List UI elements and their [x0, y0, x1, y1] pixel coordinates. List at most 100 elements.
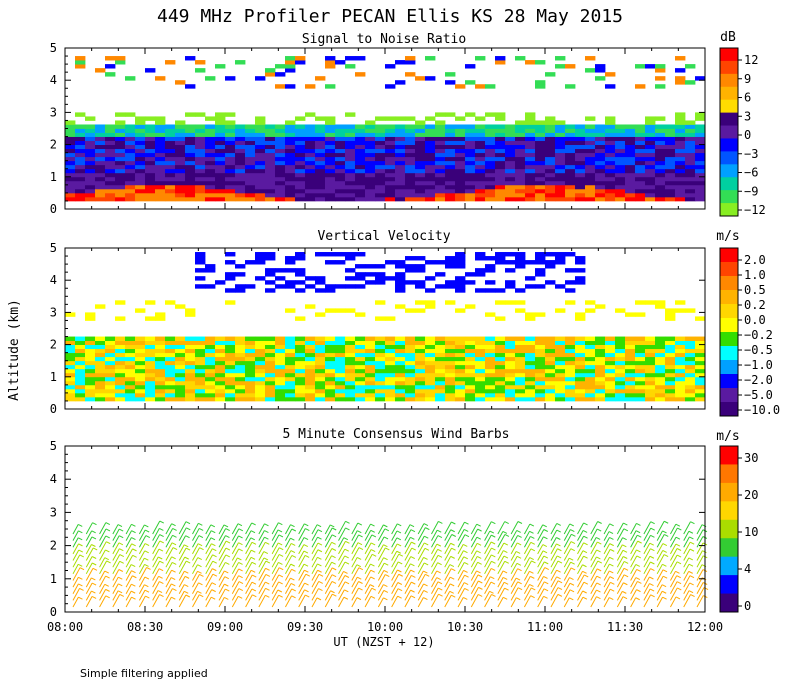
- vv-cell: [135, 376, 146, 382]
- snr-cell: [255, 152, 266, 158]
- vv-cell: [75, 360, 86, 366]
- vv-cell: [455, 344, 466, 350]
- snr-cell: [495, 176, 506, 182]
- wind-barb-flag: [131, 583, 136, 587]
- colorbar-segment: [720, 318, 738, 333]
- snr-cell: [505, 180, 516, 186]
- wind-barb-flag: [105, 595, 110, 599]
- vv-cell: [145, 316, 156, 321]
- wind-barb-flag: [278, 522, 283, 526]
- snr-cell: [75, 160, 86, 166]
- wind-barb-flag: [305, 573, 311, 577]
- vv-cell: [585, 364, 596, 370]
- vv-cell: [585, 356, 596, 362]
- vv-cell: [275, 380, 286, 386]
- wind-barb-flag: [357, 542, 363, 546]
- vv-cell: [115, 336, 126, 341]
- vv-cell: [485, 356, 496, 362]
- vv-cell: [665, 396, 676, 402]
- wind-barb: [590, 521, 599, 535]
- snr-cell: [155, 192, 166, 198]
- vv-cell: [325, 360, 336, 366]
- colorbar-label: −9: [744, 184, 758, 198]
- vv-cell: [245, 356, 256, 362]
- snr-cell: [585, 184, 596, 190]
- wind-barb: [510, 568, 519, 581]
- snr-cell: [375, 140, 386, 145]
- wind-barb-flag: [504, 560, 509, 564]
- vv-cell: [425, 300, 436, 305]
- snr-cell: [605, 192, 616, 198]
- snr-cell: [575, 176, 586, 182]
- snr-cell: [505, 168, 516, 174]
- wind-barb: [577, 590, 584, 601]
- vv-cell: [145, 388, 156, 394]
- wind-barb-flag: [490, 568, 496, 571]
- snr-cell: [145, 124, 156, 129]
- snr-cell: [175, 124, 186, 129]
- vv-cell: [325, 396, 336, 402]
- vv-cell: [95, 336, 106, 341]
- vv-cell: [225, 300, 236, 305]
- snr-cell: [385, 172, 396, 178]
- vv-cell: [595, 336, 606, 341]
- snr-cell: [305, 152, 316, 158]
- vv-cell: [255, 276, 266, 281]
- figure-title: 449 MHz Profiler PECAN Ellis KS 28 May 2…: [157, 6, 623, 27]
- vv-cell: [235, 376, 246, 382]
- snr-cell: [85, 172, 96, 178]
- wind-barb: [484, 547, 492, 561]
- wind-barb: [192, 535, 200, 548]
- vv-cell: [525, 344, 536, 350]
- vv-cell: [395, 348, 406, 354]
- vv-cell: [565, 352, 576, 358]
- snr-cell: [685, 140, 696, 145]
- snr-cell: [185, 136, 196, 141]
- snr-cell: [655, 172, 666, 178]
- snr-cell: [145, 172, 156, 178]
- vv-cell: [85, 360, 96, 366]
- wind-barb: [603, 537, 610, 548]
- snr-cell: [95, 176, 106, 182]
- snr-cell: [605, 172, 616, 178]
- wind-barb-flag: [144, 529, 150, 533]
- vv-cell: [225, 252, 236, 257]
- wind-barb-flag: [423, 556, 428, 560]
- snr-cell: [325, 64, 336, 69]
- snr-cell: [535, 136, 546, 141]
- snr-cell: [215, 136, 226, 141]
- vv-cell: [685, 340, 696, 345]
- snr-cell: [675, 188, 686, 194]
- snr-cell: [365, 144, 376, 150]
- wind-barb: [351, 534, 360, 548]
- wind-barb-flag: [396, 530, 402, 534]
- vv-cell: [205, 284, 216, 289]
- vv-cell: [405, 392, 416, 398]
- vv-cell: [495, 288, 506, 293]
- wind-barb-flag: [370, 549, 376, 552]
- snr-cell: [185, 180, 196, 186]
- wind-barb-flag: [410, 589, 415, 593]
- wind-barb: [630, 577, 637, 588]
- snr-cell: [105, 188, 116, 194]
- colorbar-label: 0: [744, 599, 751, 613]
- snr-cell: [585, 192, 596, 198]
- snr-cell: [115, 128, 126, 133]
- vv-cell: [255, 260, 266, 265]
- wind-barb-flag: [425, 573, 430, 577]
- snr-cell: [155, 160, 166, 166]
- vv-cell: [685, 376, 696, 382]
- wind-barb-flag: [317, 563, 322, 567]
- snr-cell: [255, 76, 266, 81]
- wind-barb-flag: [410, 536, 415, 540]
- vv-cell: [365, 360, 376, 366]
- snr-cell: [285, 132, 296, 137]
- wind-barb-flag: [105, 528, 111, 532]
- vv-cell: [675, 344, 686, 350]
- snr-cell: [145, 132, 156, 137]
- y-tick-label: 2: [50, 138, 57, 152]
- snr-cell: [415, 180, 426, 186]
- snr-cell: [95, 132, 106, 137]
- snr-cell: [225, 124, 236, 129]
- snr-cell: [485, 196, 496, 202]
